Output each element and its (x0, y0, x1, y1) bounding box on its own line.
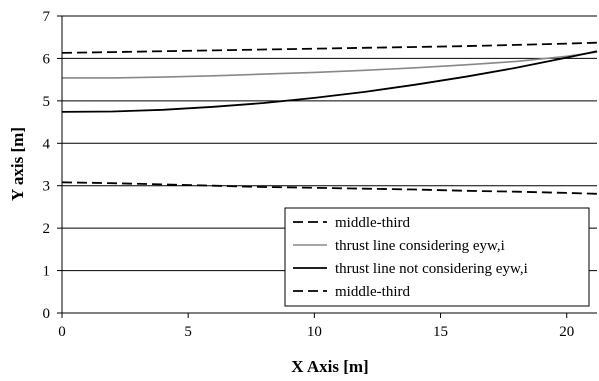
legend-label-3: thrust line not considering eyw,i (335, 261, 528, 277)
x-axis-title: X Axis [m] (291, 357, 368, 376)
x-tick-label-20: 20 (559, 324, 574, 340)
y-axis-title: Y axis [m] (8, 127, 27, 201)
series-line-3 (61, 50, 598, 113)
x-tick-label-0: 0 (58, 324, 66, 340)
y-tick-label-1: 1 (43, 264, 51, 280)
grid-lines (62, 15, 597, 272)
y-tick-label-7: 7 (43, 9, 51, 25)
legend: middle-third thrust line considering eyw,… (284, 207, 590, 307)
series-line-4 (61, 181, 598, 195)
y-tick-label-4: 4 (43, 136, 51, 152)
y-tick-label-3: 3 (43, 179, 51, 195)
y-tick-label-2: 2 (43, 221, 51, 237)
y-tick-label-0: 0 (43, 306, 51, 322)
axes (57, 15, 597, 318)
x-tick-label-15: 15 (433, 324, 448, 340)
x-tick-label-10: 10 (307, 324, 322, 340)
y-tick-label-6: 6 (43, 51, 51, 67)
legend-label-1: middle-third (335, 215, 410, 231)
legend-label-4: middle-third (335, 284, 410, 300)
legend-box (284, 207, 590, 307)
series-line-2 (62, 51, 598, 79)
y-tick-label-5: 5 (43, 94, 51, 110)
series-layer (61, 41, 598, 195)
x-tick-label-5: 5 (184, 324, 192, 340)
tick-labels: 0 1 2 3 4 5 6 7 0 5 10 15 20 (43, 9, 575, 340)
legend-label-2: thrust line considering eyw,i (335, 238, 505, 254)
series-line-1 (61, 41, 598, 54)
